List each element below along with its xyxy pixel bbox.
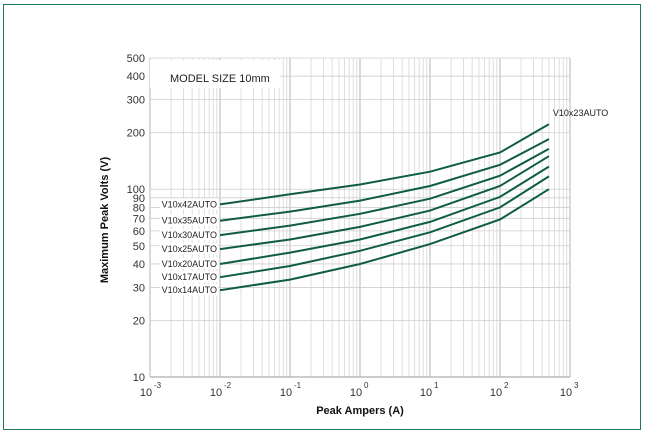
chart-frame: [3, 4, 641, 430]
x-tick-exponent: -1: [294, 381, 302, 390]
y-tick-label: 400: [127, 71, 145, 83]
x-tick-base: 10: [350, 387, 362, 399]
y-axis-title: Maximum Peak Volts (V): [99, 157, 111, 284]
y-tick-label: 100: [127, 184, 145, 196]
x-tick: 102: [490, 381, 509, 399]
x-tick-exponent: 1: [434, 381, 439, 390]
x-tick-base: 10: [420, 387, 432, 399]
series-label: V10x23AUTO: [553, 108, 608, 118]
series-line: [219, 165, 550, 265]
y-tick-label: 80: [133, 202, 145, 214]
series-label: V10x42AUTO: [162, 199, 217, 209]
series-label-mask: [160, 257, 218, 269]
x-tick-base: 10: [210, 387, 222, 399]
series-label-mask: [160, 198, 218, 210]
series-line: [219, 123, 550, 206]
series-label-mask: [160, 284, 218, 296]
series-label-mask: [160, 243, 218, 255]
x-tick: 10-1: [280, 381, 302, 399]
x-tick: 101: [420, 381, 439, 399]
y-tick-label: 200: [127, 128, 145, 140]
x-tick-exponent: -3: [154, 381, 162, 390]
series-label: V10x17AUTO: [162, 272, 217, 282]
x-tick-exponent: 3: [574, 381, 579, 390]
y-tick-label: 90: [133, 193, 145, 205]
grid: [149, 57, 571, 378]
series-line: [219, 175, 550, 279]
y-tick-label: 20: [133, 315, 145, 327]
series-label: V10x35AUTO: [162, 216, 217, 226]
x-tick-base: 10: [280, 387, 292, 399]
x-axis-title: Peak Ampers (A): [316, 405, 404, 417]
series-label: V10x30AUTO: [162, 230, 217, 240]
x-tick: 10-2: [210, 381, 232, 399]
series-line: [219, 155, 550, 251]
series-line: [219, 138, 550, 222]
y-tick-label: 300: [127, 95, 145, 107]
annotation-mask: [150, 60, 280, 88]
y-tick-label: 40: [133, 259, 145, 271]
y-tick-label: 50: [133, 241, 145, 253]
model-size-annotation: MODEL SIZE 10mm: [170, 73, 270, 85]
x-tick-base: 10: [490, 387, 502, 399]
series-label-mask: [160, 229, 218, 241]
series-label: V10x25AUTO: [162, 244, 217, 254]
x-tick: 103: [560, 381, 579, 399]
x-tick-base: 10: [560, 387, 572, 399]
series-label-mask: [160, 271, 218, 283]
series-label-mask: [160, 214, 218, 226]
y-tick-label: 60: [133, 226, 145, 238]
x-tick-exponent: 2: [504, 381, 509, 390]
x-tick-exponent: -2: [224, 381, 232, 390]
series-line: [219, 148, 550, 237]
y-tick-label: 500: [127, 53, 145, 65]
x-tick: 100: [350, 381, 369, 399]
series-label: V10x14AUTO: [162, 285, 217, 295]
x-tick-base: 10: [140, 387, 152, 399]
y-tick-label: 30: [133, 282, 145, 294]
y-tick-label: 70: [133, 213, 145, 225]
series-line: [219, 188, 550, 292]
x-tick-exponent: 0: [364, 381, 369, 390]
y-tick-label: 10: [133, 372, 145, 384]
series-layer: V10x14AUTO V10x17AUTO V10x20AUTO V10x25AUTO…: [160, 108, 608, 296]
series-label: V10x20AUTO: [162, 259, 217, 269]
x-tick: 10-3: [140, 381, 162, 399]
